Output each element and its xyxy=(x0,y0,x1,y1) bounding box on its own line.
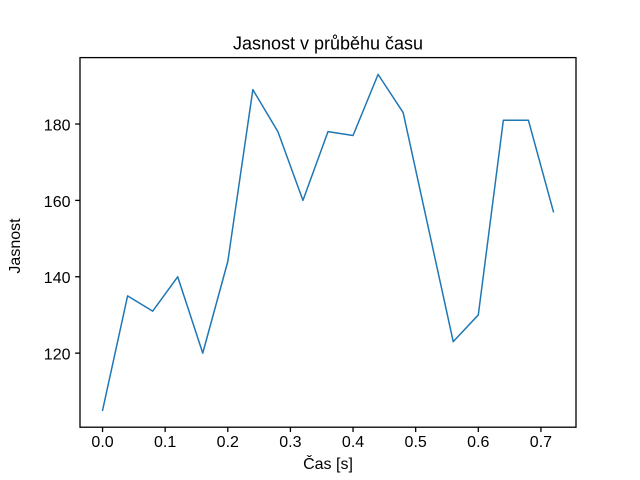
svg-text:Jasnost: Jasnost xyxy=(7,218,24,274)
svg-text:0.3: 0.3 xyxy=(279,434,301,451)
svg-text:0.4: 0.4 xyxy=(342,434,364,451)
svg-text:160: 160 xyxy=(44,194,71,211)
svg-text:0.0: 0.0 xyxy=(91,434,113,451)
svg-text:180: 180 xyxy=(44,118,71,135)
svg-text:120: 120 xyxy=(44,347,71,364)
svg-text:0.1: 0.1 xyxy=(154,434,176,451)
svg-text:Jasnost v průběhu času: Jasnost v průběhu času xyxy=(233,34,423,54)
svg-text:0.6: 0.6 xyxy=(467,434,489,451)
svg-text:Čas [s]: Čas [s] xyxy=(303,454,353,473)
svg-text:0.2: 0.2 xyxy=(217,434,239,451)
svg-text:140: 140 xyxy=(44,270,71,287)
svg-text:0.5: 0.5 xyxy=(405,434,427,451)
svg-text:0.7: 0.7 xyxy=(530,434,552,451)
